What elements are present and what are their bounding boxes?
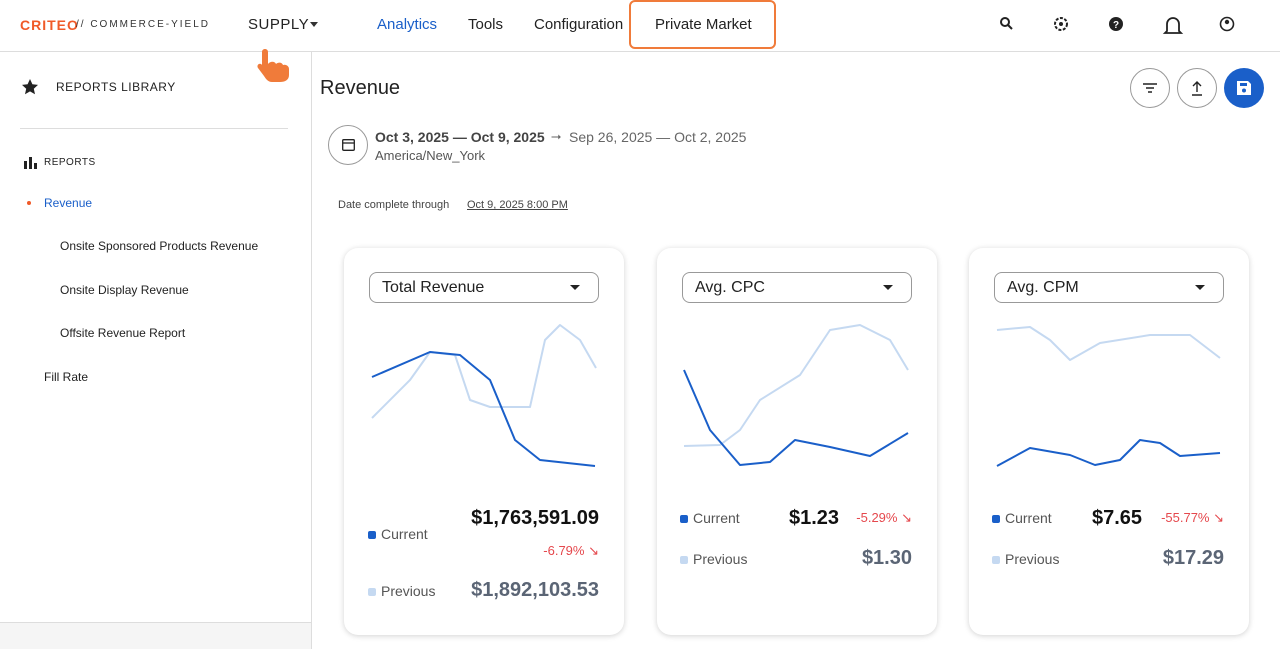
current-value: $1,763,591.09 (471, 507, 599, 529)
timezone: America/New_York (375, 148, 486, 163)
active-dot (27, 201, 31, 205)
report-item[interactable]: Onsite Sponsored Products Revenue (60, 239, 259, 253)
header: CRITEO // COMMERCE-YIELD SUPPLY Analytic… (0, 0, 1280, 82)
calendar-button[interactable] (328, 125, 368, 165)
header-icons: ? (1000, 16, 1235, 34)
previous-label: Previous (680, 551, 747, 567)
change-text: -6.79% (543, 543, 585, 558)
supply-menu[interactable]: SUPPLY (248, 16, 310, 33)
change: -6.79% ↘ (543, 543, 599, 558)
current-label: Current (368, 526, 428, 542)
sparkline (683, 324, 909, 466)
change: -5.29% ↘ (856, 510, 912, 525)
previous-value: $1.30 (861, 547, 912, 569)
report-item[interactable]: Fill Rate (44, 370, 89, 384)
sparkline (996, 326, 1221, 467)
nav-tools[interactable]: Tools (468, 16, 504, 33)
hand-cursor (257, 49, 289, 82)
metric-dropdown[interactable]: Avg. CPC (682, 272, 912, 303)
current-value: $1.23 (789, 507, 840, 529)
metric-card: Avg. CPM Current $7.65 -55.77% ↘ Previou… (969, 248, 1249, 635)
change: -55.77% ↘ (1161, 510, 1224, 525)
filter-button[interactable] (1130, 68, 1170, 108)
sidebar: REPORTS LIBRARY REPORTS Revenue Onsite S… (0, 52, 312, 649)
menu-caret (310, 22, 318, 27)
star-icon (22, 79, 38, 95)
current-value: $7.65 (1092, 507, 1143, 529)
metric-name: Total Revenue (382, 279, 485, 296)
previous-value: $17.29 (1162, 547, 1224, 569)
previous-text: Previous (693, 551, 748, 567)
change-text: -55.77% (1161, 510, 1210, 525)
change-text: -5.29% (856, 510, 898, 525)
compare-arrow: ⭢ (551, 128, 562, 143)
logo[interactable]: CRITEO (20, 17, 79, 33)
metric-name: Avg. CPM (1007, 279, 1079, 296)
metric-name: Avg. CPC (695, 279, 765, 296)
highlight-box (629, 0, 776, 49)
compare-range: Sep 26, 2025 — Oct 2, 2025 (569, 129, 747, 145)
metric-card: Total Revenue Current $1,763,591.09 -6.7… (344, 248, 624, 635)
metric-dropdown[interactable]: Total Revenue (369, 272, 599, 303)
report-item[interactable]: Offsite Revenue Report (60, 326, 186, 340)
metric-dropdown[interactable]: Avg. CPM (994, 272, 1224, 303)
previous-label: Previous (368, 583, 435, 599)
export-button[interactable] (1177, 68, 1217, 108)
previous-text: Previous (1005, 551, 1060, 567)
save-button[interactable] (1224, 68, 1264, 108)
date-range: Oct 3, 2025 — Oct 9, 2025 (375, 129, 545, 145)
previous-text: Previous (381, 583, 436, 599)
previous-value: $1,892,103.53 (471, 579, 599, 601)
nav-private-market[interactable]: Private Market (655, 16, 752, 33)
previous-label: Previous (992, 551, 1059, 567)
nav-configuration[interactable]: Configuration (534, 16, 624, 33)
current-text: Current (693, 510, 740, 526)
reports-icon (24, 157, 37, 169)
nav-analytics[interactable]: Analytics (377, 16, 438, 33)
current-text: Current (381, 526, 428, 542)
reports-section: REPORTS (44, 157, 96, 168)
reports-library[interactable]: REPORTS LIBRARY (56, 80, 176, 94)
sparkline (371, 324, 597, 467)
svg-text:?: ? (1113, 20, 1119, 31)
page-title: Revenue (320, 77, 401, 99)
logo-suffix: // COMMERCE-YIELD (76, 19, 211, 30)
metric-card: Avg. CPC Current $1.23 -5.29% ↘ Previous… (657, 248, 937, 635)
divider (20, 128, 288, 129)
current-label: Current (680, 510, 740, 526)
report-item[interactable]: Onsite Display Revenue (60, 283, 189, 297)
current-label: Current (992, 510, 1052, 526)
report-item[interactable]: Revenue (44, 196, 93, 210)
complete-date[interactable]: Oct 9, 2025 8:00 PM (467, 199, 568, 211)
current-text: Current (1005, 510, 1052, 526)
complete-label: Date complete through (338, 199, 450, 211)
sidebar-footer (0, 622, 311, 649)
